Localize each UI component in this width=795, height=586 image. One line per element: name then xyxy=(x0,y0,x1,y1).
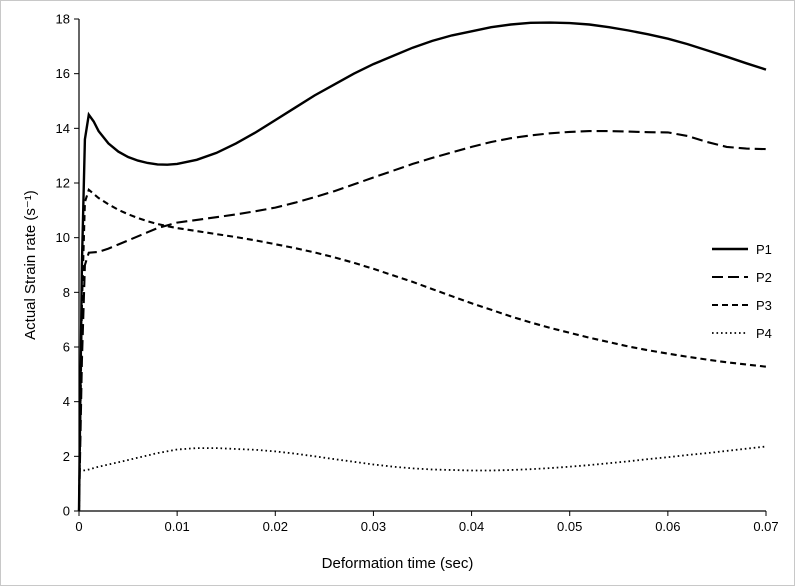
legend-line-sample-p3 xyxy=(712,303,748,307)
legend-line-sample-p4 xyxy=(712,332,748,334)
y-tick-label: 6 xyxy=(63,340,70,355)
x-tick-label: 0.07 xyxy=(753,519,778,534)
legend-item-p2: P2 xyxy=(711,263,772,291)
legend-label-p3: P3 xyxy=(756,297,772,313)
series-P1 xyxy=(77,21,767,512)
legend-item-p1: P1 xyxy=(711,235,772,263)
y-tick-label: 12 xyxy=(56,176,70,191)
legend-label-p1: P1 xyxy=(756,241,772,257)
legend-item-p4: P4 xyxy=(711,319,772,347)
y-tick-label: 18 xyxy=(56,12,70,27)
x-tick-label: 0.02 xyxy=(263,519,288,534)
x-tick-label: 0.01 xyxy=(164,519,189,534)
y-tick-label: 0 xyxy=(63,504,70,519)
legend: P1 P2 P3 P4 xyxy=(711,235,772,347)
legend-item-p3: P3 xyxy=(711,291,772,319)
legend-label-p2: P2 xyxy=(756,269,772,285)
legend-line-sample-p2 xyxy=(712,275,748,279)
y-tick-label: 4 xyxy=(63,394,70,409)
legend-label-p4: P4 xyxy=(756,325,772,341)
y-tick-label: 8 xyxy=(63,285,70,300)
x-tick-label: 0.05 xyxy=(557,519,582,534)
series-P4 xyxy=(78,445,767,473)
legend-line-sample-p1 xyxy=(712,247,748,251)
y-tick-label: 14 xyxy=(56,121,70,136)
series-P3 xyxy=(77,187,767,512)
x-tick-label: 0.06 xyxy=(655,519,680,534)
series-P2 xyxy=(77,130,767,512)
y-tick-label: 10 xyxy=(56,230,70,245)
y-tick-label: 16 xyxy=(56,66,70,81)
x-tick-label: 0.03 xyxy=(361,519,386,534)
x-tick-label: 0.04 xyxy=(459,519,484,534)
x-tick-label: 0 xyxy=(75,519,82,534)
y-tick-label: 2 xyxy=(63,449,70,464)
